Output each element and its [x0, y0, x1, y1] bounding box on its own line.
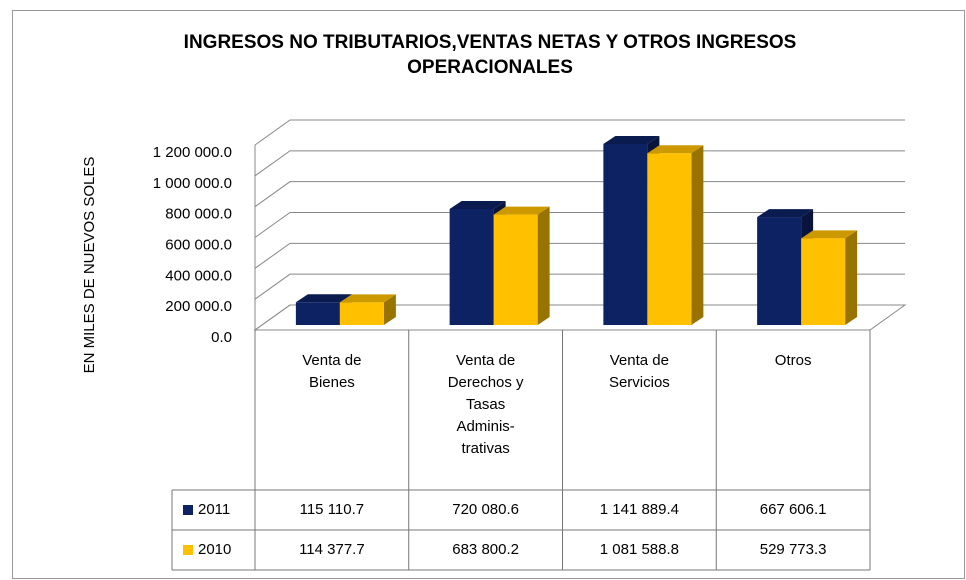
grid-line: [254, 119, 905, 146]
x-tick-label: Otros: [774, 352, 812, 369]
bar-front: [647, 153, 692, 325]
bar-front: [801, 238, 846, 325]
data-label: 529 773.3: [760, 541, 827, 558]
category-box: Otros: [774, 352, 812, 369]
bar-top: [339, 294, 396, 303]
chart-title: INGRESOS NO TRIBUTARIOS,VENTAS NETAS Y O…: [183, 32, 797, 78]
x-tick-label: Venta de Bienes: [302, 352, 362, 391]
y-tick-label: 800 000.0: [165, 206, 232, 223]
bar: [493, 206, 550, 325]
data-label: 667 606.1: [760, 501, 827, 518]
bar-side: [691, 145, 704, 325]
data-label: 683 800.2: [452, 541, 519, 558]
bar-side: [845, 230, 858, 325]
bar-top: [757, 209, 814, 218]
data-label: 720 080.6: [452, 501, 519, 518]
bar: [647, 145, 704, 325]
data-label: 1 141 889.4: [600, 501, 679, 518]
y-tick-label: 200 000.0: [165, 298, 232, 315]
title-box: INGRESOS NO TRIBUTARIOS,VENTAS NETAS Y O…: [183, 32, 797, 78]
category-box: Venta de Bienes: [302, 352, 362, 391]
data-label: 115 110.7: [300, 501, 365, 518]
bar-top: [295, 294, 352, 303]
bar-front: [449, 208, 494, 325]
bar-front: [757, 217, 802, 325]
bar-top: [603, 135, 660, 144]
x-tick-label: Venta de Derechos y Tasas Adminis- trati…: [447, 352, 524, 457]
bar: [339, 294, 396, 325]
y-tick-label: 1 200 000.0: [153, 144, 232, 161]
y-tick-label: 0.0: [211, 329, 232, 346]
bar-front: [339, 302, 384, 325]
bar: [801, 230, 858, 325]
bar-side: [383, 294, 396, 325]
bar-side: [537, 206, 550, 325]
bar-top: [647, 145, 704, 154]
bar-top: [801, 230, 858, 239]
data-label: 1 081 588.8: [600, 541, 679, 558]
bar-front: [493, 214, 538, 325]
category-box: Venta de Derechos y Tasas Adminis- trati…: [447, 352, 524, 457]
legend-label: 2010: [198, 541, 231, 558]
legend-swatch: [183, 505, 193, 515]
y-tick-label: 600 000.0: [165, 236, 232, 253]
legend-swatch: [183, 545, 193, 555]
bar-top: [449, 200, 506, 209]
x-tick-label: Venta de Servicios: [608, 352, 670, 391]
y-tick-label: 400 000.0: [165, 267, 232, 284]
data-label: 114 377.7: [299, 541, 365, 558]
y-tick-label: 1 000 000.0: [153, 175, 232, 192]
bar-top: [493, 206, 550, 215]
category-box: Venta de Servicios: [608, 352, 670, 391]
bar-front: [295, 302, 340, 325]
bar-front: [603, 143, 648, 325]
legend-label: 2011: [198, 501, 230, 518]
y-axis-label: EN MILES DE NUEVOS SOLES: [81, 157, 98, 374]
